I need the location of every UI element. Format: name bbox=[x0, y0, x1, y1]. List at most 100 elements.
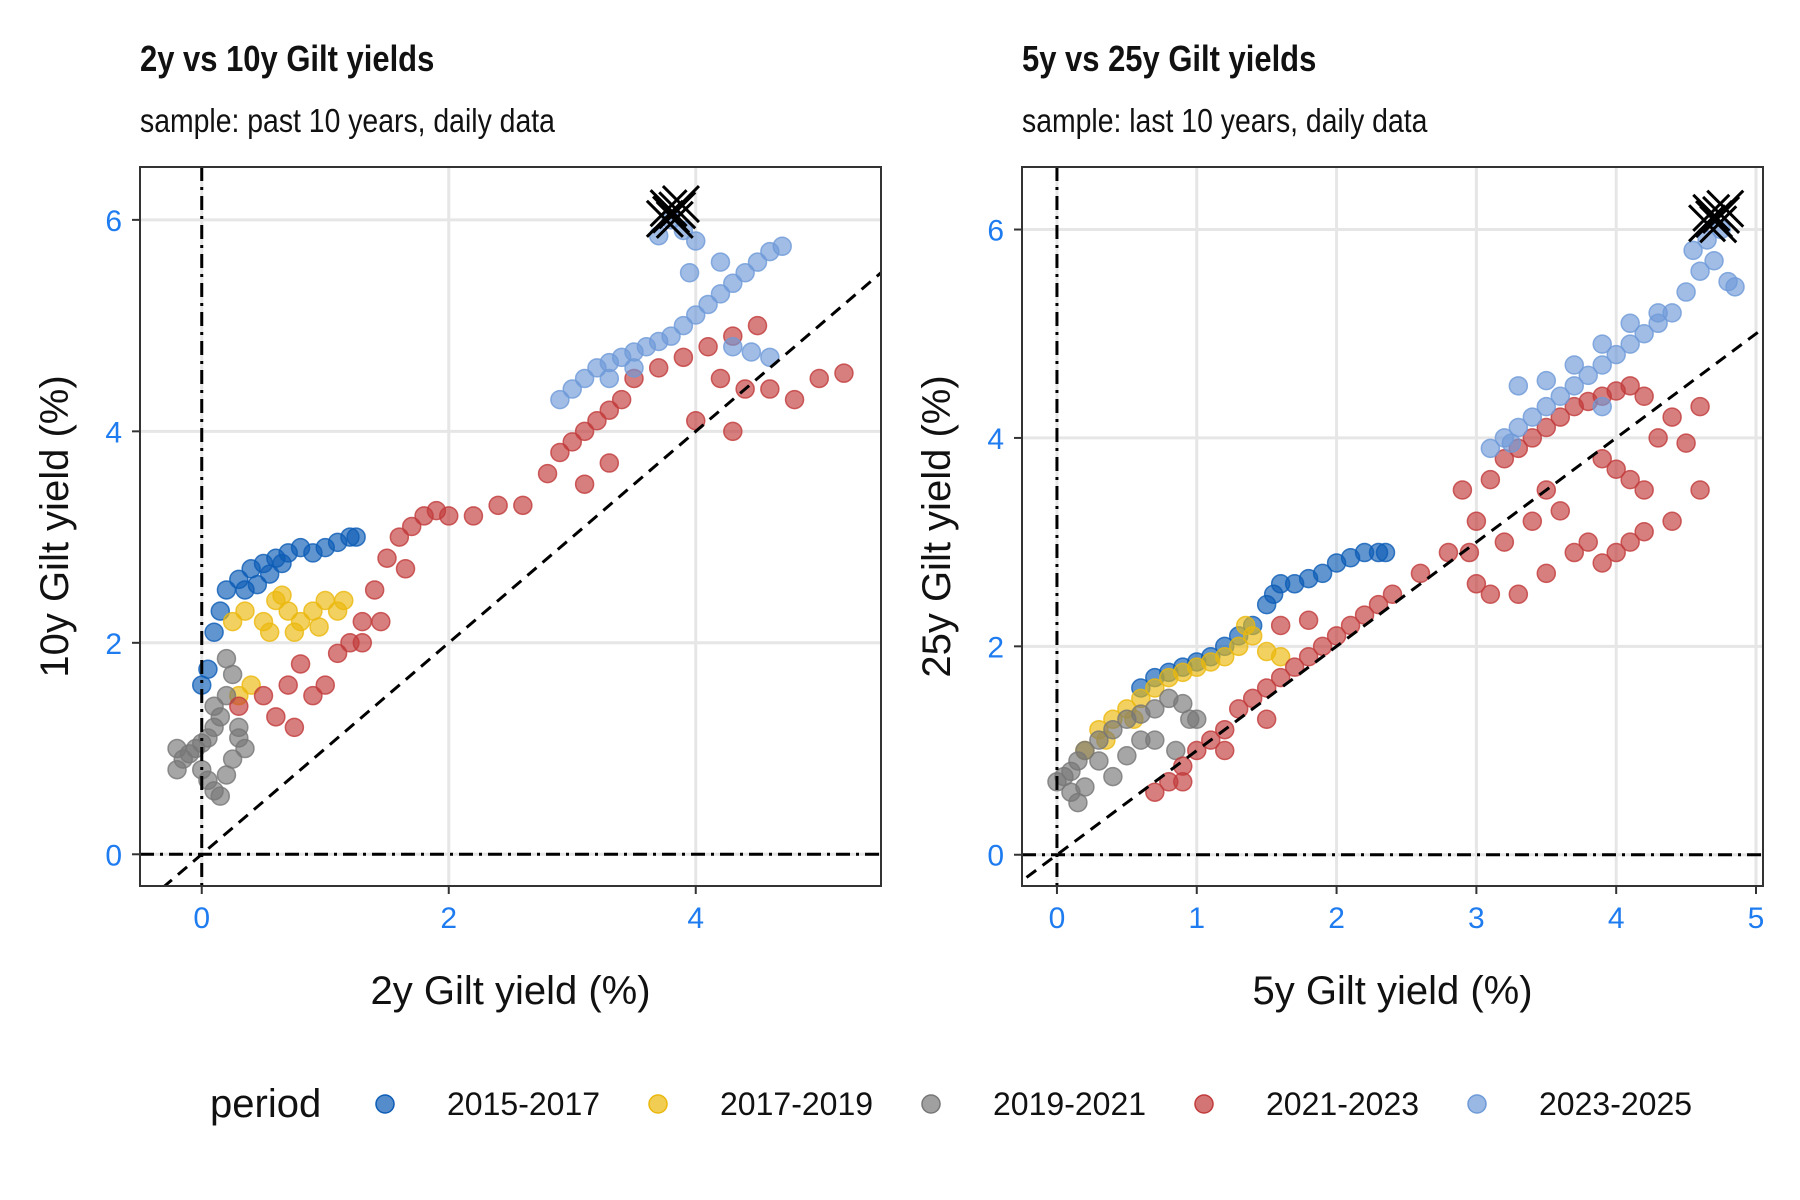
data-point bbox=[284, 622, 305, 642]
data-point bbox=[401, 516, 422, 537]
data-point bbox=[673, 315, 694, 336]
data-point bbox=[599, 453, 620, 473]
data-point bbox=[229, 696, 249, 716]
data-point bbox=[204, 696, 224, 716]
data-point bbox=[1089, 730, 1109, 750]
data-point bbox=[698, 337, 718, 357]
data-point bbox=[513, 495, 533, 516]
data-point bbox=[259, 622, 280, 642]
data-point bbox=[673, 347, 694, 368]
x-mark bbox=[1706, 189, 1745, 228]
legend-item-2015-2017: 2015-2017 bbox=[375, 1086, 600, 1122]
data-point bbox=[204, 622, 224, 642]
data-point bbox=[1634, 521, 1654, 542]
legend-label: 2021-2023 bbox=[1266, 1086, 1419, 1122]
data-point bbox=[1606, 459, 1626, 479]
data-point bbox=[1480, 438, 1501, 459]
data-point bbox=[1410, 563, 1431, 584]
data-point bbox=[1368, 594, 1389, 615]
data-point bbox=[1214, 647, 1235, 667]
data-point bbox=[488, 495, 508, 516]
data-point bbox=[389, 527, 410, 547]
data-point bbox=[463, 506, 484, 526]
data-point bbox=[1089, 751, 1109, 771]
series-2021-2023 bbox=[229, 315, 854, 738]
data-point bbox=[1270, 615, 1291, 636]
y-axis-label: 10y Gilt yield (%) bbox=[33, 375, 77, 677]
data-point bbox=[1480, 469, 1501, 490]
series-2019-2021 bbox=[1047, 688, 1207, 813]
data-point bbox=[723, 421, 743, 442]
legend-label: 2019-2021 bbox=[993, 1086, 1146, 1122]
legend-swatch bbox=[1467, 1094, 1487, 1114]
data-point bbox=[235, 738, 255, 759]
series-2015-2017 bbox=[192, 527, 366, 695]
data-point bbox=[648, 358, 669, 378]
data-point bbox=[1648, 428, 1668, 448]
data-point bbox=[710, 368, 731, 389]
data-point bbox=[679, 262, 700, 283]
chart-1-title: 2y vs 10y Gilt yields bbox=[140, 38, 435, 79]
data-point bbox=[1620, 469, 1640, 490]
data-point bbox=[599, 368, 620, 389]
data-point bbox=[550, 442, 570, 463]
data-point bbox=[1270, 647, 1291, 667]
data-point bbox=[723, 273, 743, 294]
data-point bbox=[1620, 532, 1640, 552]
data-point bbox=[272, 585, 292, 605]
data-point bbox=[1263, 584, 1284, 604]
legend-label: 2023-2025 bbox=[1539, 1086, 1692, 1122]
data-point bbox=[809, 368, 829, 389]
data-point bbox=[1578, 365, 1598, 386]
legend-swatch bbox=[1194, 1094, 1214, 1114]
data-point bbox=[1256, 709, 1277, 730]
data-point bbox=[1620, 376, 1640, 396]
y-tick-label: 0 bbox=[987, 840, 1004, 873]
data-point bbox=[1634, 480, 1654, 500]
x-tick-label: 1 bbox=[1188, 902, 1205, 935]
data-point bbox=[1725, 277, 1745, 297]
legend-item-2023-2025: 2023-2025 bbox=[1467, 1086, 1692, 1122]
data-point bbox=[315, 675, 335, 695]
data-point bbox=[1103, 766, 1123, 787]
data-point bbox=[1145, 678, 1165, 698]
data-point bbox=[1592, 355, 1612, 375]
data-point bbox=[334, 590, 354, 611]
latest-marker bbox=[645, 184, 700, 239]
data-point bbox=[222, 749, 243, 769]
series-2021-2023 bbox=[1145, 376, 1710, 802]
data-point bbox=[266, 707, 286, 727]
data-point bbox=[278, 675, 298, 695]
legend-item-2019-2021: 2019-2021 bbox=[921, 1086, 1146, 1122]
data-point bbox=[1173, 772, 1193, 792]
data-point bbox=[747, 315, 768, 336]
data-point bbox=[1676, 433, 1696, 453]
data-point bbox=[1536, 563, 1557, 584]
data-point bbox=[1536, 370, 1557, 391]
x-tick-label: 5 bbox=[1748, 902, 1765, 935]
data-point bbox=[1075, 740, 1095, 761]
data-point bbox=[1550, 501, 1571, 521]
legend-swatch bbox=[375, 1094, 395, 1114]
data-point bbox=[772, 236, 792, 257]
data-point bbox=[1564, 376, 1585, 396]
data-point bbox=[327, 643, 348, 664]
panel-border bbox=[139, 166, 882, 887]
data-point bbox=[439, 506, 459, 526]
data-point bbox=[210, 601, 231, 621]
data-point bbox=[1536, 417, 1557, 438]
chart-1-subtitle: sample: past 10 years, daily data bbox=[140, 102, 555, 139]
y-axis-label: 25y Gilt yield (%) bbox=[915, 375, 959, 677]
data-point bbox=[229, 717, 249, 738]
data-point bbox=[1452, 480, 1473, 500]
data-point bbox=[624, 358, 644, 378]
data-point bbox=[198, 659, 218, 679]
data-point bbox=[1522, 428, 1543, 448]
data-point bbox=[1683, 240, 1703, 261]
legend-label: 2017-2019 bbox=[720, 1086, 873, 1122]
x-tick-label: 3 bbox=[1468, 902, 1485, 935]
legend-item-2017-2019: 2017-2019 bbox=[648, 1086, 873, 1122]
data-point bbox=[710, 284, 731, 304]
data-point bbox=[1606, 344, 1626, 365]
data-point bbox=[1578, 532, 1598, 552]
